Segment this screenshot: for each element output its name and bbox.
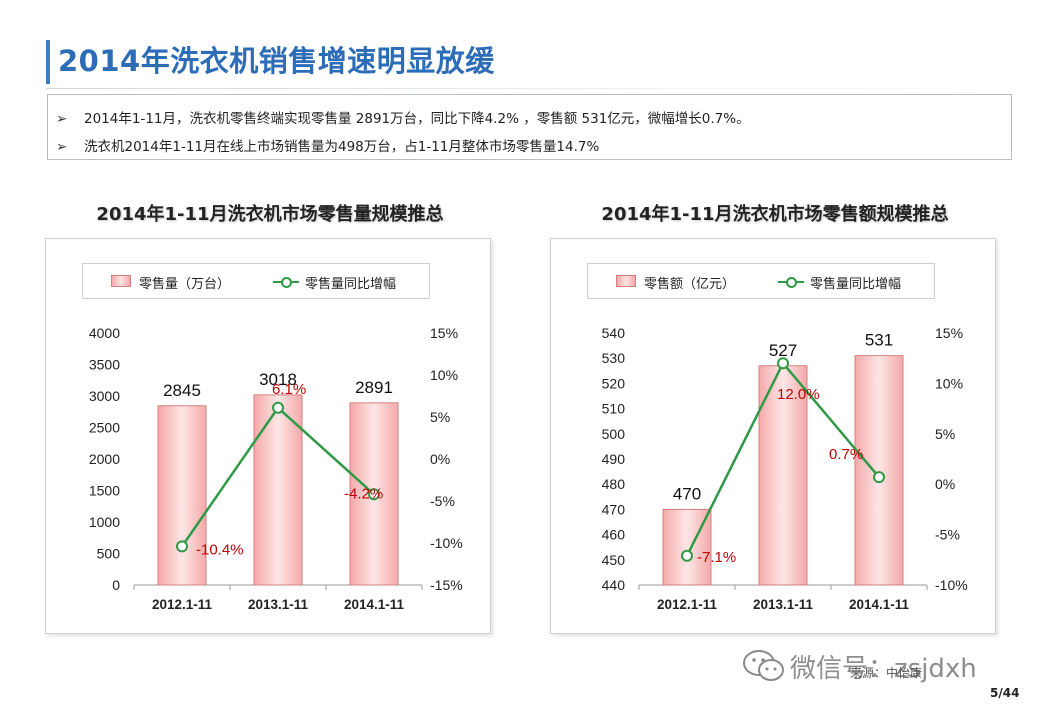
category-label: 2013.1-11 bbox=[753, 597, 814, 612]
legend-bar-swatch bbox=[616, 275, 636, 287]
growth-point bbox=[777, 357, 789, 370]
right-axis-tick-label: -15% bbox=[430, 577, 463, 593]
bar-value-label: 470 bbox=[673, 484, 701, 503]
growth-value-label: 12.0% bbox=[777, 386, 820, 403]
left-axis-tick-label: 450 bbox=[602, 552, 626, 568]
right-axis-tick-label: -5% bbox=[430, 493, 455, 509]
growth-value-label: -10.4% bbox=[196, 541, 244, 558]
left-axis-tick-label: 500 bbox=[602, 426, 626, 442]
chart-1-panel: 零售量（万台） 零售量同比增幅 0 500 1000 1500 2000 2500 3000… bbox=[45, 238, 491, 634]
right-axis-tick-label: 0% bbox=[935, 476, 955, 492]
bar bbox=[758, 365, 808, 586]
bullet-arrow-icon: ➢ bbox=[56, 111, 68, 127]
bar-value-label: 3018 bbox=[259, 370, 297, 389]
chart-2-heading: 2014年1-11月洗衣机市场零售额规模推总 bbox=[601, 204, 949, 225]
right-axis-tick-label: 15% bbox=[430, 325, 458, 341]
chart-2-panel: 零售额（亿元） 零售量同比增幅 440 450 460 470 480 490 500 510… bbox=[550, 238, 996, 634]
growth-point bbox=[873, 471, 885, 484]
right-axis-tick-label: 5% bbox=[935, 426, 955, 442]
title-accent-bar bbox=[46, 40, 50, 84]
left-axis-tick-label: 470 bbox=[602, 501, 626, 517]
legend-line-marker bbox=[281, 277, 292, 288]
growth-value-label: -7.1% bbox=[697, 549, 736, 566]
right-axis-tick-label: 0% bbox=[430, 451, 450, 467]
left-axis-tick-label: 530 bbox=[602, 350, 626, 366]
legend-bar-swatch bbox=[111, 275, 131, 287]
chart-2-legend: 零售额（亿元） 零售量同比增幅 bbox=[587, 263, 935, 299]
summary-text-1: 2014年1-11月，洗衣机零售终端实现零售量 2891万台，同比下降4.2% … bbox=[84, 111, 750, 127]
summary-bullet-1: ➢ 2014年1-11月，洗衣机零售终端实现零售量 2891万台，同比下降4.2%… bbox=[56, 107, 750, 127]
right-axis-tick-label: -10% bbox=[935, 577, 968, 593]
growth-point bbox=[368, 488, 380, 501]
bar-value-label: 2891 bbox=[355, 378, 393, 397]
right-axis-tick-label: 5% bbox=[430, 409, 450, 425]
page-number: 5/44 bbox=[990, 686, 1020, 700]
growth-value-label: -4.2% bbox=[344, 485, 383, 502]
left-axis-tick-label: 3500 bbox=[89, 357, 120, 373]
legend-bar-label: 零售额（亿元） bbox=[644, 277, 736, 292]
left-axis-tick-label: 1500 bbox=[89, 483, 120, 499]
summary-text-2: 洗衣机2014年1-11月在线上市场销售量为498万台，占1-11月整体市场零售… bbox=[84, 139, 600, 155]
right-axis-tick-label: -5% bbox=[935, 527, 960, 543]
left-axis-tick-label: 2000 bbox=[89, 451, 120, 467]
summary-box: ➢ 2014年1-11月，洗衣机零售终端实现零售量 2891万台，同比下降4.2%… bbox=[47, 94, 1012, 160]
right-axis-tick-label: -10% bbox=[430, 535, 463, 551]
category-label: 2012.1-11 bbox=[657, 597, 718, 612]
wechat-icon bbox=[743, 650, 784, 681]
bar bbox=[854, 355, 904, 586]
left-axis-tick-label: 440 bbox=[602, 577, 626, 593]
page-title: 2014年洗衣机销售增速明显放缓 bbox=[58, 44, 495, 78]
left-axis-tick-label: 460 bbox=[602, 527, 626, 543]
bullet-arrow-icon: ➢ bbox=[56, 139, 68, 155]
legend-bar-label: 零售量（万台） bbox=[139, 277, 231, 292]
category-label: 2012.1-11 bbox=[152, 597, 213, 612]
chart-1-legend: 零售量（万台） 零售量同比增幅 bbox=[82, 263, 430, 299]
right-axis-tick-label: 15% bbox=[935, 325, 963, 341]
growth-value-label: 6.1% bbox=[272, 381, 306, 398]
left-axis-tick-label: 0 bbox=[112, 577, 120, 593]
left-axis-tick-label: 2500 bbox=[89, 420, 120, 436]
bar-value-label: 527 bbox=[769, 341, 797, 360]
left-axis-tick-label: 3000 bbox=[89, 388, 120, 404]
category-label: 2014.1-11 bbox=[344, 597, 405, 612]
right-axis-tick-label: 10% bbox=[430, 367, 458, 383]
growth-value-label: 0.7% bbox=[829, 446, 863, 463]
left-axis-tick-label: 480 bbox=[602, 476, 626, 492]
source-note: 来源：中怡康 bbox=[850, 666, 923, 680]
bar bbox=[157, 405, 207, 586]
bar-value-label: 2845 bbox=[163, 381, 201, 400]
chart-1-heading: 2014年1-11月洗衣机市场零售量规模推总 bbox=[96, 204, 444, 225]
growth-point bbox=[176, 540, 188, 553]
right-axis-tick-label: 10% bbox=[935, 375, 963, 391]
category-label: 2013.1-11 bbox=[248, 597, 309, 612]
category-label: 2014.1-11 bbox=[849, 597, 910, 612]
left-axis-tick-label: 510 bbox=[602, 401, 626, 417]
left-axis-tick-label: 4000 bbox=[89, 325, 120, 341]
title-divider bbox=[46, 88, 1014, 89]
left-axis-tick-label: 500 bbox=[97, 546, 121, 562]
left-axis-tick-label: 1000 bbox=[89, 514, 120, 530]
legend-line-label: 零售量同比增幅 bbox=[305, 277, 397, 292]
chart-2-svg: 440 450 460 470 480 490 500 510 520 530 540 -10% -5%… bbox=[602, 325, 968, 612]
legend-line-marker bbox=[786, 277, 797, 288]
chart-1-svg: 0 500 1000 1500 2000 2500 3000 3500 4000 -15% -10%… bbox=[89, 325, 463, 612]
growth-point bbox=[272, 401, 284, 414]
left-axis-tick-label: 540 bbox=[602, 325, 626, 341]
watermark-text: 微信号：zsjdxh bbox=[790, 654, 977, 684]
bar-value-label: 531 bbox=[865, 331, 893, 350]
left-axis-tick-label: 490 bbox=[602, 451, 626, 467]
bar bbox=[253, 394, 303, 586]
left-axis-tick-label: 520 bbox=[602, 375, 626, 391]
growth-point bbox=[681, 549, 693, 562]
legend-line-label: 零售量同比增幅 bbox=[810, 277, 902, 292]
summary-bullet-2: ➢ 洗衣机2014年1-11月在线上市场销售量为498万台，占1-11月整体市场零… bbox=[56, 135, 599, 155]
